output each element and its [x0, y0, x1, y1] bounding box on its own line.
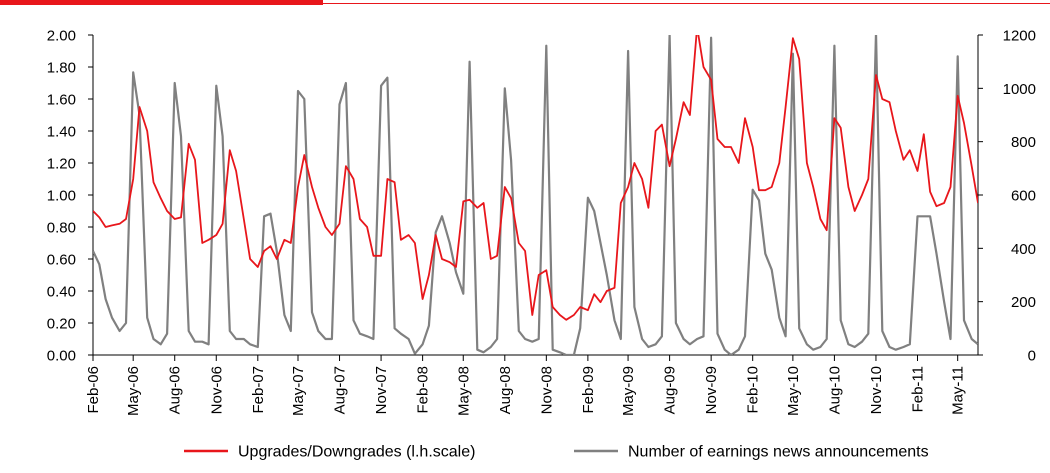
x-tick-label: May-11 [950, 366, 967, 415]
left-tick-label: 1.80 [47, 60, 76, 77]
x-tick-label: Aug-07 [332, 366, 349, 414]
left-tick-label: 0.40 [47, 284, 76, 301]
header-red-bar [0, 0, 323, 5]
left-tick-label: 1.40 [47, 124, 76, 141]
x-tick-label: Feb-09 [580, 366, 597, 414]
right-tick-label: 800 [1011, 134, 1036, 151]
x-tick-label: May-07 [290, 366, 307, 416]
x-tick-label: May-10 [785, 366, 802, 416]
left-tick-label: 1.00 [47, 188, 76, 205]
x-axis-ticks: Feb-06 May-06 Aug-06 Nov-06 Feb-07 May-07 Aug-… [85, 355, 967, 416]
right-tick-label: 600 [1011, 188, 1036, 205]
left-tick-label: 0.60 [47, 252, 76, 269]
legend-label-announcements: Number of earnings news announcements [628, 444, 929, 461]
x-tick-label: Nov-08 [538, 366, 555, 414]
right-axis-ticks: 0 200 400 600 800 1000 1200 [978, 28, 1036, 365]
chart-legend: Upgrades/Downgrades (l.h.scale) Number of… [184, 444, 929, 461]
x-tick-label: Aug-09 [662, 366, 679, 414]
earnings-announcements-line [93, 35, 978, 355]
x-tick-label: Aug-06 [167, 366, 184, 414]
left-tick-label: 0.00 [47, 348, 76, 365]
x-tick-label: Nov-09 [703, 366, 720, 414]
left-tick-label: 2.00 [47, 28, 76, 45]
x-tick-label: May-09 [620, 366, 637, 416]
x-tick-label: Feb-07 [250, 366, 267, 414]
left-axis-ticks: 0.00 0.20 0.40 0.60 0.80 1.00 1.20 1.40 1.60 1.80… [47, 28, 93, 365]
x-tick-label: Nov-07 [373, 366, 390, 414]
right-tick-label: 0 [1028, 348, 1036, 365]
left-tick-label: 0.20 [47, 316, 76, 333]
right-tick-label: 400 [1011, 241, 1036, 258]
upgrades-downgrades-line [93, 35, 978, 321]
right-tick-label: 1000 [1003, 81, 1036, 98]
left-tick-label: 1.60 [47, 92, 76, 109]
x-tick-label: Feb-06 [85, 366, 102, 414]
x-tick-label: Aug-08 [497, 366, 514, 414]
series-layer [93, 35, 978, 355]
left-tick-label: 1.20 [47, 156, 76, 173]
x-tick-label: May-06 [125, 366, 142, 416]
x-tick-label: Feb-11 [909, 366, 926, 412]
x-tick-label: Aug-10 [826, 366, 843, 414]
right-tick-label: 1200 [1003, 28, 1036, 45]
header-decoration [0, 0, 1050, 5]
x-tick-label: May-08 [455, 366, 472, 416]
left-tick-label: 0.80 [47, 220, 76, 237]
x-tick-label: Nov-06 [208, 366, 225, 414]
x-tick-label: Nov-10 [868, 366, 885, 414]
x-tick-label: Feb-10 [745, 366, 762, 414]
right-tick-label: 200 [1011, 294, 1036, 311]
x-tick-label: Feb-08 [415, 366, 432, 414]
legend-label-upgrades: Upgrades/Downgrades (l.h.scale) [238, 444, 475, 461]
